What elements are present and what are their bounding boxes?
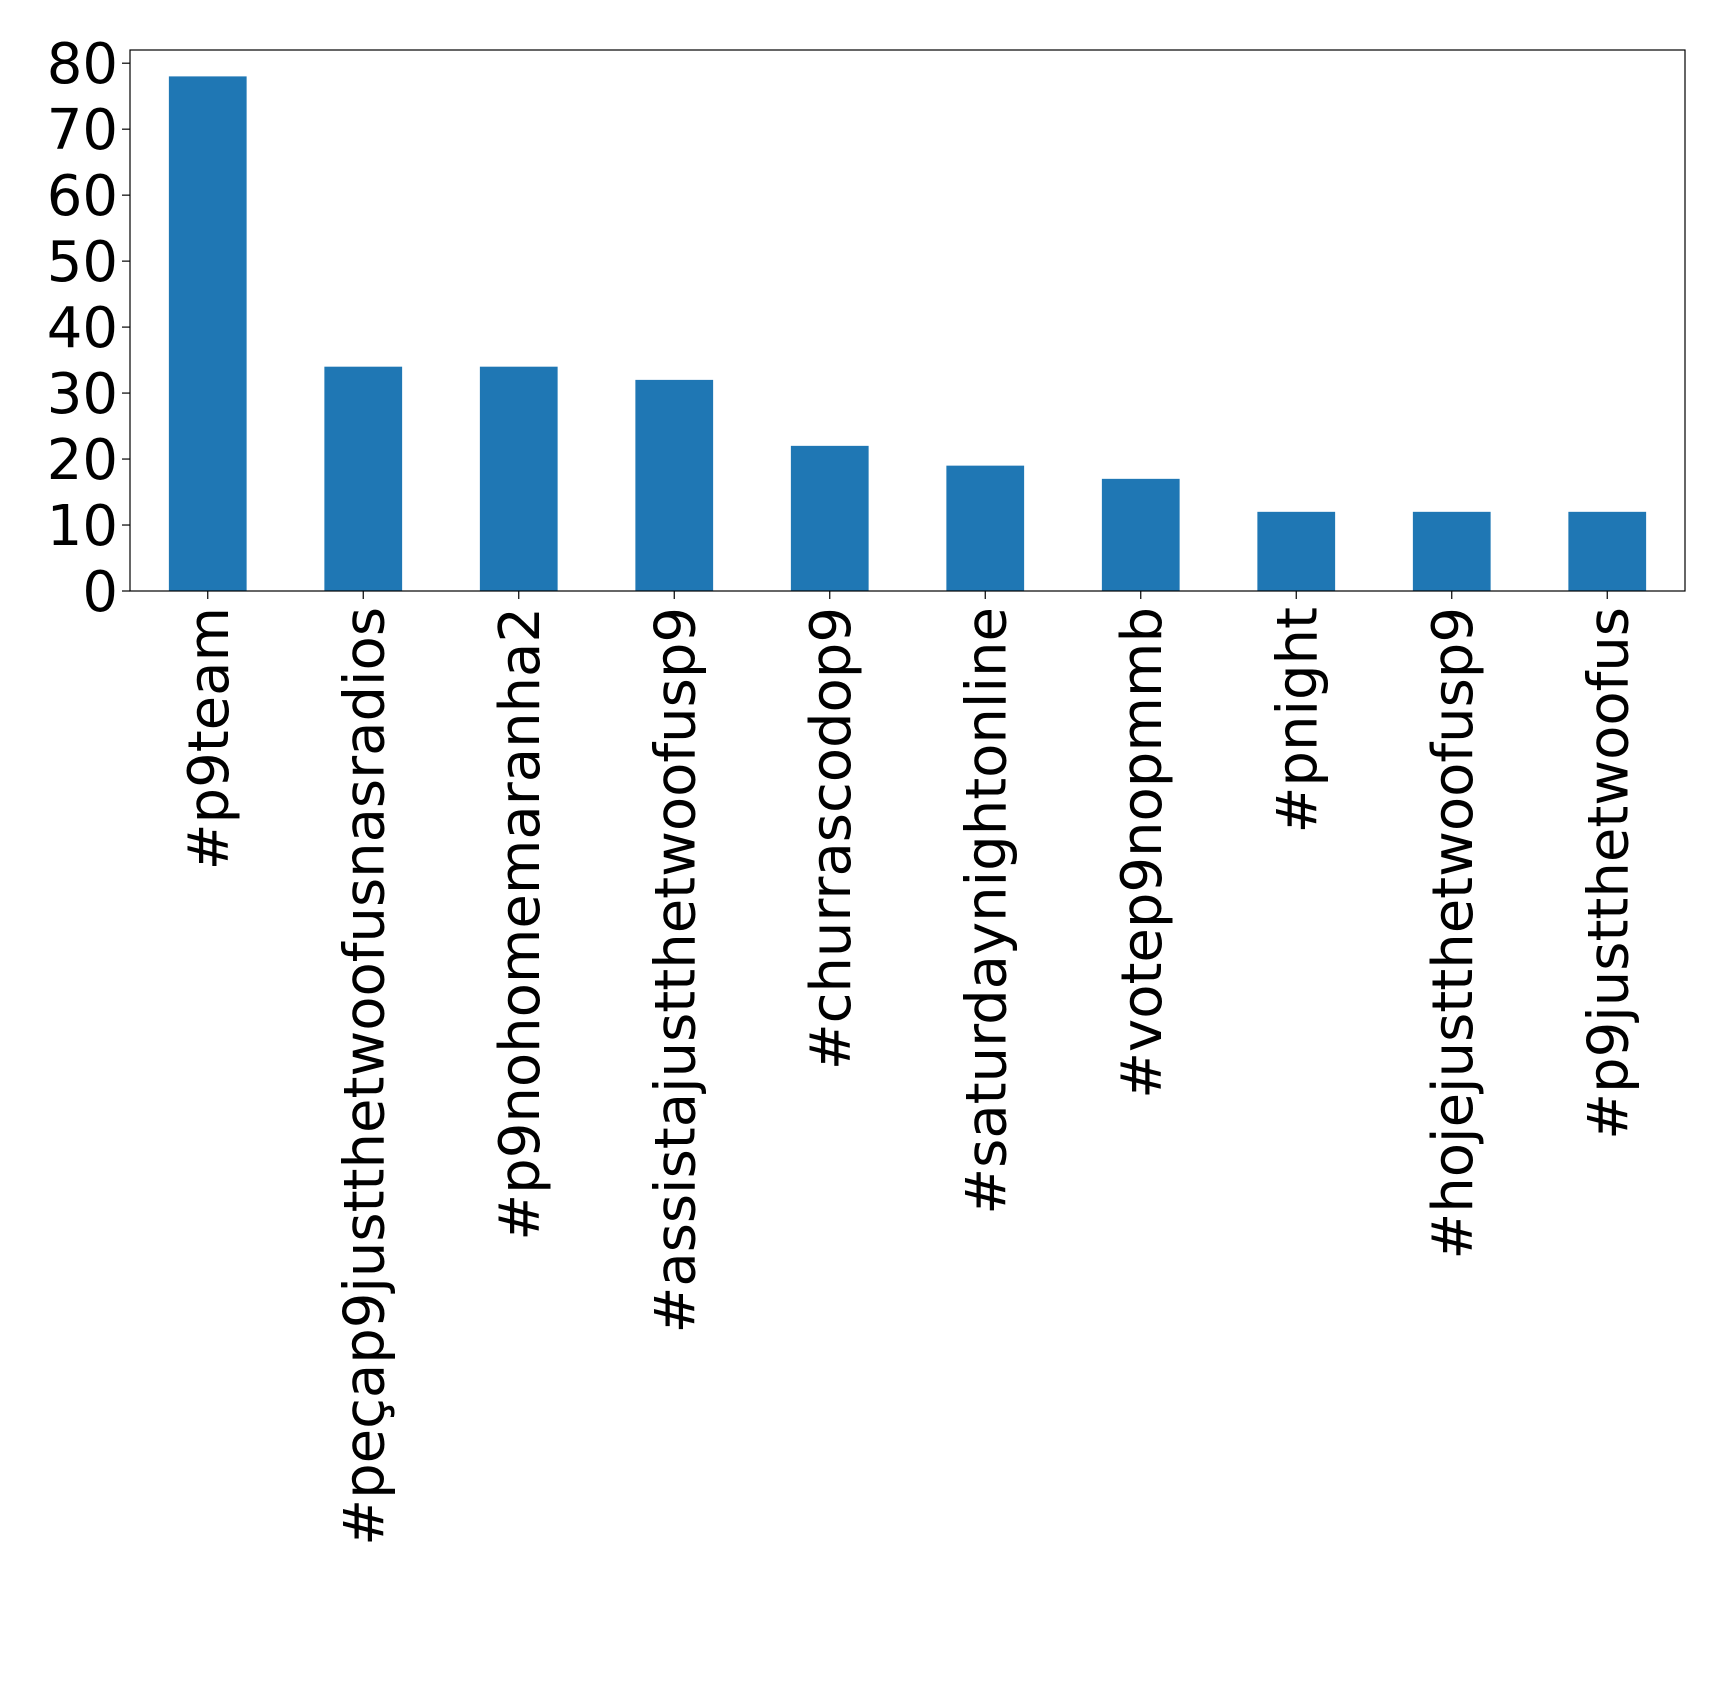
bar-1 [324, 366, 403, 591]
y-tick-label: 70 [47, 98, 118, 163]
y-tick-label: 10 [47, 494, 118, 559]
x-tick-label: #hojejustthetwoofusp9 [1421, 607, 1486, 1260]
x-tick-label: #votep9nopmmb [1110, 607, 1175, 1099]
bar-2 [479, 366, 558, 591]
bar-8 [1412, 511, 1491, 591]
plot-frame [129, 49, 1686, 592]
x-tick-label: #p9nohomemaranha2 [488, 607, 553, 1241]
y-tick-label: 0 [82, 560, 118, 625]
x-tick-label: #assistajustthetwoofusp9 [643, 607, 708, 1334]
x-tick-label: #pnight [1265, 607, 1330, 834]
bars-layer [168, 76, 1647, 591]
x-tick-label: #p9justthetwoofus [1576, 607, 1641, 1140]
bar-4 [790, 445, 869, 591]
x-tick-label: #churrascodop9 [799, 607, 864, 1070]
x-tick-label: #saturdaynightonline [954, 607, 1019, 1215]
y-tick-label: 30 [47, 362, 118, 427]
y-tick-label: 40 [47, 296, 118, 361]
bar-7 [1257, 511, 1336, 591]
bar-9 [1568, 511, 1647, 591]
x-tick-label: #peçap9justthetwoofusnasradios [332, 607, 397, 1546]
y-tick-label: 80 [47, 32, 118, 97]
x-tick-label: #p9team [177, 607, 242, 870]
y-tick-label: 60 [47, 164, 118, 229]
x-axis: #p9team #peçap9justthetwoofusnasradios #p9… [177, 591, 1641, 1546]
bar-0 [168, 76, 247, 591]
y-tick-label: 50 [47, 230, 118, 295]
bar-6 [1101, 478, 1180, 591]
bar-5 [946, 465, 1025, 591]
y-tick-label: 20 [47, 428, 118, 493]
bar-3 [635, 379, 714, 591]
